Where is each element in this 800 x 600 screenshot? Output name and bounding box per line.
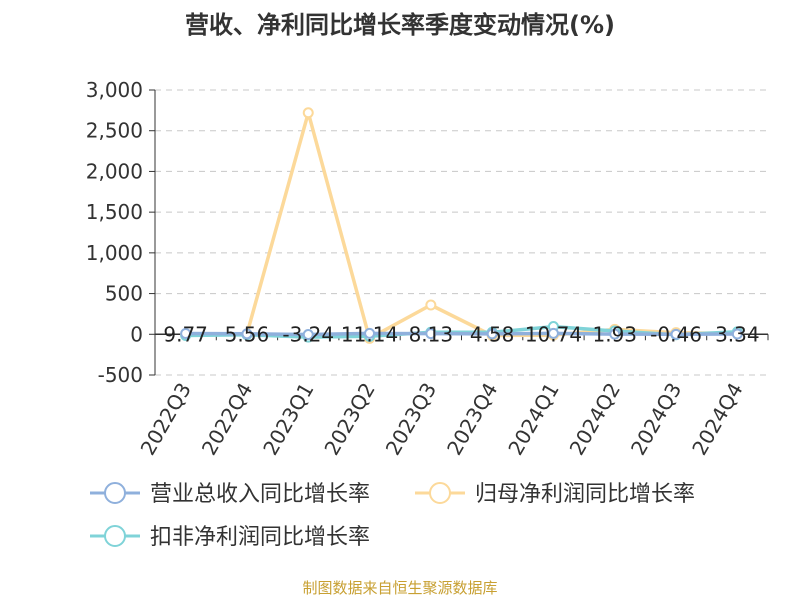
x-tick-label: 2022Q3 xyxy=(136,379,196,460)
data-point xyxy=(425,299,437,311)
data-point xyxy=(302,329,314,341)
legend-label: 扣非净利润同比增长率 xyxy=(150,525,370,550)
y-tick-label: 2,000 xyxy=(86,159,143,183)
y-tick-label: 2,500 xyxy=(86,119,143,143)
data-label: -3.24 xyxy=(282,322,334,346)
data-point xyxy=(486,328,498,340)
y-tick-label: 500 xyxy=(105,282,143,306)
data-point xyxy=(241,328,253,340)
data-point xyxy=(364,327,376,339)
y-tick-label: 0 xyxy=(130,322,143,346)
data-point xyxy=(425,328,437,340)
x-tick-label: 2024Q2 xyxy=(565,379,625,460)
data-label: 11.14 xyxy=(341,322,398,346)
data-label: 10.74 xyxy=(525,322,582,346)
data-label: 1.93 xyxy=(592,322,637,346)
data-source-note: 制图数据来自恒生聚源数据库 xyxy=(302,579,498,597)
data-label: 5.56 xyxy=(225,322,270,346)
series-lines xyxy=(180,107,743,344)
series-line-0 xyxy=(185,331,738,337)
data-point xyxy=(180,327,192,339)
y-tick-label: -500 xyxy=(98,363,143,387)
data-label: 8.13 xyxy=(409,322,454,346)
legend-swatch-marker xyxy=(104,482,126,504)
data-point xyxy=(731,328,743,340)
data-label: 4.58 xyxy=(470,322,515,346)
y-tick-label: 3,000 xyxy=(86,78,143,102)
x-tick-label: 2023Q3 xyxy=(381,378,441,459)
x-tick-label: 2023Q2 xyxy=(319,379,379,460)
legend-label: 归母净利润同比增长率 xyxy=(475,482,695,507)
data-point xyxy=(302,107,314,119)
x-tick-label: 2024Q4 xyxy=(687,379,747,460)
data-label: -0.46 xyxy=(650,322,702,346)
data-point xyxy=(670,328,682,340)
legend-label: 营业总收入同比增长率 xyxy=(150,482,370,507)
legend-swatch-marker xyxy=(429,482,451,504)
x-tick-label: 2022Q4 xyxy=(197,379,257,460)
y-tick-label: 1,000 xyxy=(86,241,143,265)
data-point xyxy=(609,328,621,340)
data-label: 3.34 xyxy=(715,322,760,346)
series-line-1 xyxy=(185,111,738,341)
data-label: 9.77 xyxy=(163,322,208,346)
data-point xyxy=(547,327,559,339)
x-tick-label: 2024Q3 xyxy=(626,379,686,460)
x-tick-label: 2024Q1 xyxy=(503,379,563,460)
legend-swatch-marker xyxy=(104,525,126,547)
y-tick-label: 1,500 xyxy=(86,200,143,224)
x-tick-label: 2023Q1 xyxy=(258,379,318,460)
chart-title: 营收、净利同比增长率季度变动情况(%) xyxy=(185,11,615,39)
data-labels: 9.77 5.56 -3.24 11.14 8.13 4.58 10.74 1.93 -0.46… xyxy=(163,322,759,346)
x-tick-label: 2023Q4 xyxy=(442,379,502,460)
